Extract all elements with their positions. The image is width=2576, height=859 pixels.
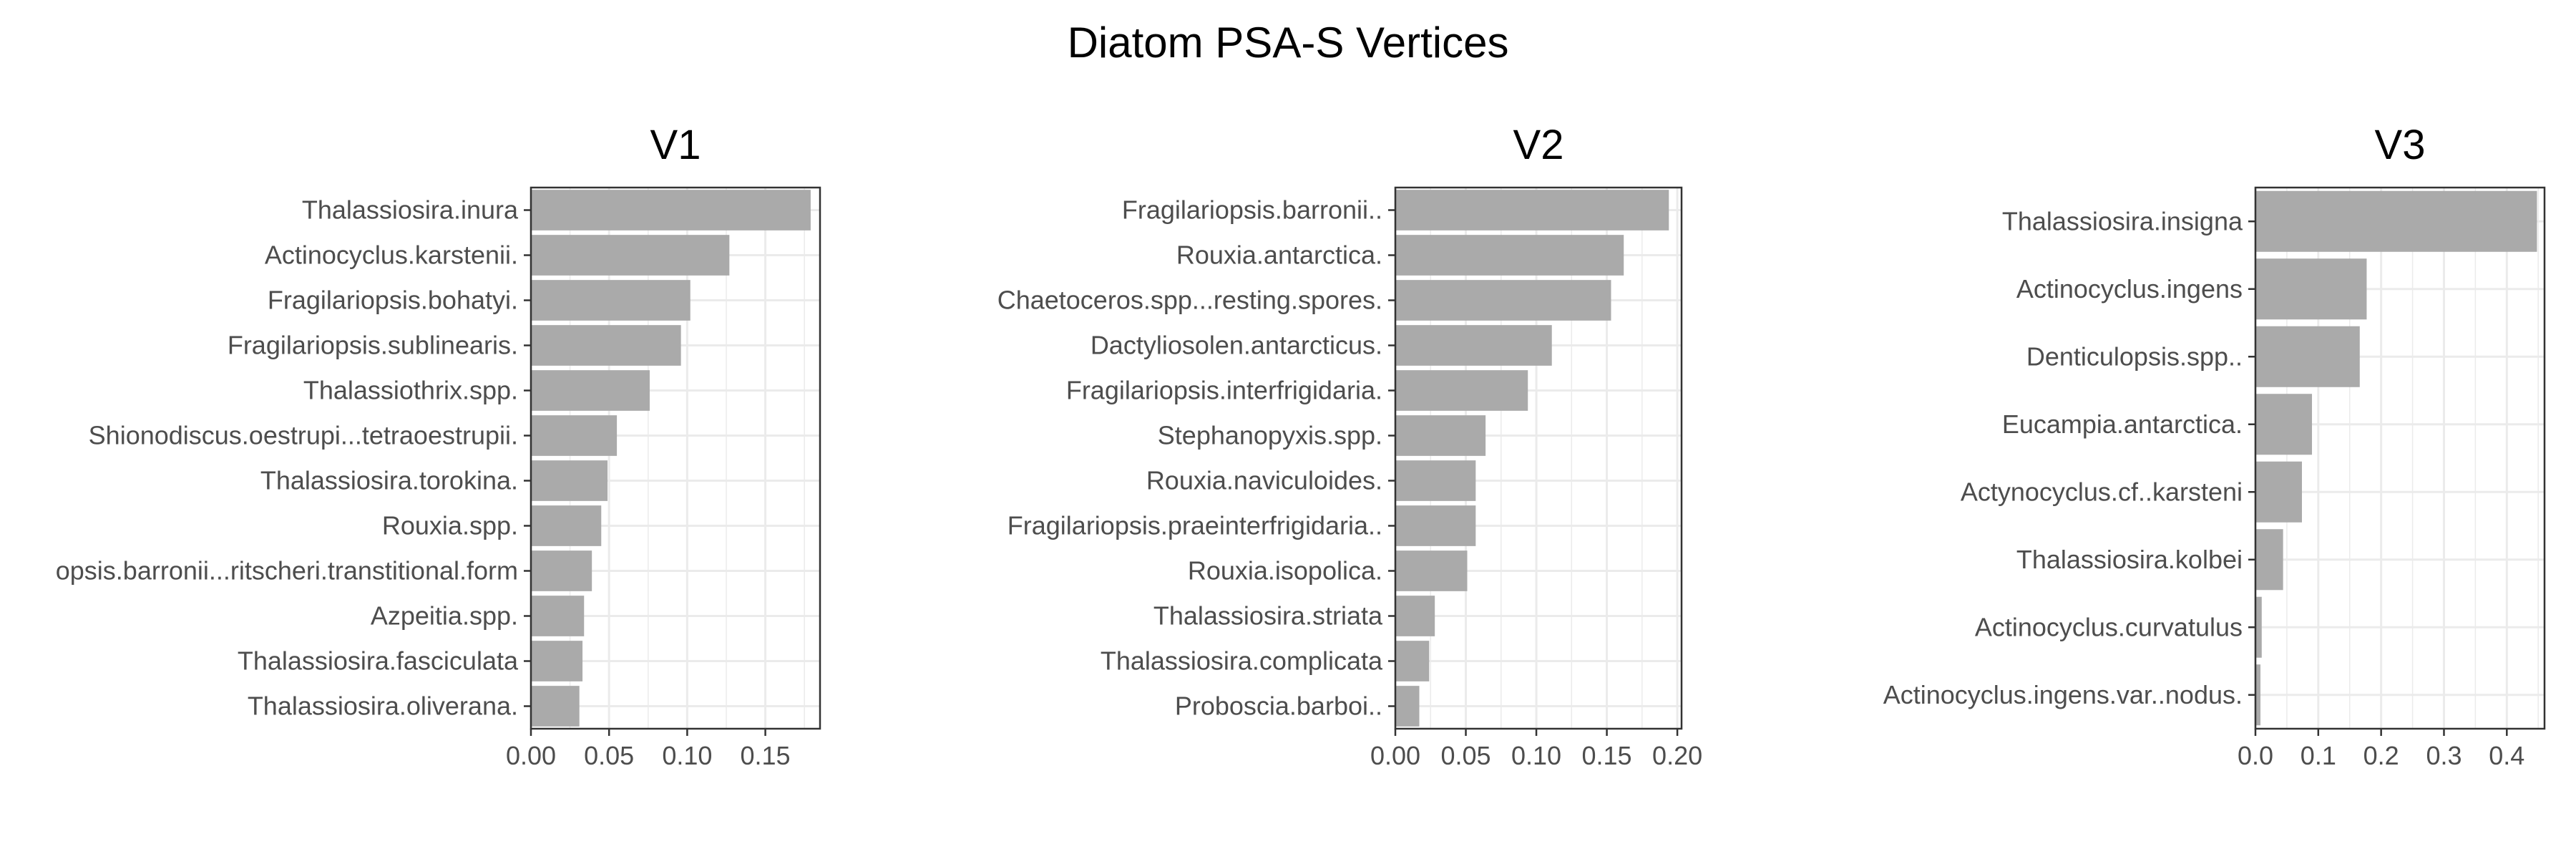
bar xyxy=(2255,596,2262,658)
panel-title: V3 xyxy=(2375,122,2426,168)
bar xyxy=(1395,190,1669,230)
bar xyxy=(1395,235,1624,276)
bar xyxy=(2255,664,2261,726)
x-tick-label: 0.15 xyxy=(741,741,791,770)
bar xyxy=(1395,641,1430,681)
x-tick-label: 0.4 xyxy=(2489,741,2524,770)
bar xyxy=(531,460,608,501)
panel-title: V2 xyxy=(1513,122,1564,168)
chart-panels: V1 Thalassiosira.inura Actinocyclus.karste… xyxy=(56,122,2546,770)
y-tick-label: Stephanopyxis.spp. xyxy=(1158,421,1382,450)
bar xyxy=(1395,280,1611,321)
y-tick-label: Azpeitia.spp. xyxy=(371,601,518,631)
bar xyxy=(531,190,811,230)
y-tick-label: Fragilariopsis.interfrigidaria. xyxy=(1066,376,1382,405)
panel-frame xyxy=(2254,186,2546,730)
x-tick-label: 0.2 xyxy=(2363,741,2399,770)
chart-panel-v2: V2 Fragilariopsis.barronii.. Rouxia.antarc… xyxy=(997,122,1702,770)
bar xyxy=(2255,326,2360,387)
x-tick-label: 0.20 xyxy=(1652,741,1702,770)
x-tick-label: 0.1 xyxy=(2301,741,2336,770)
y-tick-label: Thalassiosira.striata xyxy=(1153,601,1383,631)
panel-frame xyxy=(1394,186,1683,730)
y-tick-label: opsis.barronii...ritscheri.transtitional… xyxy=(56,556,518,586)
bar xyxy=(531,280,691,321)
x-tick-label: 0.3 xyxy=(2426,741,2462,770)
bar xyxy=(531,550,592,591)
y-tick-label: Rouxia.antarctica. xyxy=(1176,241,1382,270)
y-tick-label: Thalassiosira.insigna xyxy=(2002,206,2243,236)
y-tick-label: Thalassiosira.inura xyxy=(302,195,519,225)
x-tick-label: 0.05 xyxy=(1440,741,1491,770)
bar xyxy=(1395,550,1468,591)
y-tick-label: Actinocyclus.karstenii. xyxy=(265,241,518,270)
bar xyxy=(2255,190,2537,252)
bar xyxy=(531,370,650,411)
x-tick-label: 0.15 xyxy=(1582,741,1632,770)
y-tick-label: Thalassiosira.complicata xyxy=(1101,646,1383,676)
y-tick-label: Fragilariopsis.praeinterfrigidaria.. xyxy=(1008,511,1382,540)
chart-panel-v1: V1 Thalassiosira.inura Actinocyclus.karste… xyxy=(56,122,821,770)
y-tick-label: Thalassiothrix.spp. xyxy=(303,376,518,405)
y-tick-label: Fragilariopsis.bohatyi. xyxy=(268,286,518,315)
y-tick-label: Actinocyclus.ingens.var..nodus. xyxy=(1883,680,2243,709)
y-tick-label: Rouxia.naviculoides. xyxy=(1146,466,1382,495)
y-tick-label: Shionodiscus.oestrupi...tetraoestrupii. xyxy=(89,421,518,450)
y-tick-label: Chaetoceros.spp...resting.spores. xyxy=(997,286,1382,315)
bar xyxy=(531,596,585,636)
x-tick-label: 0.10 xyxy=(1511,741,1561,770)
x-tick-label: 0.00 xyxy=(1370,741,1420,770)
y-tick-label: Actynocyclus.cf..karsteni xyxy=(1961,477,2243,506)
x-tick-label: 0.10 xyxy=(662,741,712,770)
x-tick-label: 0.0 xyxy=(2238,741,2273,770)
bar xyxy=(1395,325,1552,366)
y-tick-label: Dactyliosolen.antarcticus. xyxy=(1091,331,1382,360)
bar xyxy=(1395,505,1476,546)
chart-panel-v3: V3 Thalassiosira.insigna Actinocyclus.inge… xyxy=(1883,122,2546,770)
y-tick-label: Fragilariopsis.barronii.. xyxy=(1122,195,1382,225)
y-tick-label: Proboscia.barboi.. xyxy=(1175,691,1382,721)
bar xyxy=(1395,415,1486,456)
y-tick-label: Actinocyclus.ingens xyxy=(2016,274,2243,304)
bar xyxy=(1395,370,1528,411)
y-tick-label: Denticulopsis.spp.. xyxy=(2026,341,2243,371)
bar xyxy=(1395,596,1435,636)
y-tick-label: Thalassiosira.torokina. xyxy=(260,466,518,495)
panel-frame xyxy=(530,186,821,730)
y-tick-label: Rouxia.isopolica. xyxy=(1188,556,1382,586)
bar xyxy=(531,235,730,276)
bar xyxy=(1395,460,1476,501)
x-tick-label: 0.00 xyxy=(506,741,556,770)
x-tick-label: 0.05 xyxy=(584,741,634,770)
y-tick-label: Thalassiosira.kolbei xyxy=(2016,545,2243,574)
bar xyxy=(2255,258,2367,320)
y-tick-label: Fragilariopsis.sublinearis. xyxy=(228,331,518,360)
bar xyxy=(531,686,580,727)
bar xyxy=(531,325,681,366)
y-tick-label: Eucampia.antarctica. xyxy=(2002,409,2243,439)
y-tick-label: Actinocyclus.curvatulus xyxy=(1975,612,2243,641)
bar xyxy=(531,415,618,456)
bar xyxy=(531,505,602,546)
bar xyxy=(2255,529,2283,591)
panel-title: V1 xyxy=(650,122,701,168)
y-tick-label: Rouxia.spp. xyxy=(382,511,518,540)
y-tick-label: Thalassiosira.oliverana. xyxy=(248,691,518,721)
bar xyxy=(531,641,583,681)
bar xyxy=(2255,394,2313,455)
bar xyxy=(2255,461,2302,523)
bar xyxy=(1395,686,1420,727)
figure-title: Diatom PSA-S Vertices xyxy=(1068,19,1509,67)
y-tick-label: Thalassiosira.fasciculata xyxy=(238,646,519,676)
